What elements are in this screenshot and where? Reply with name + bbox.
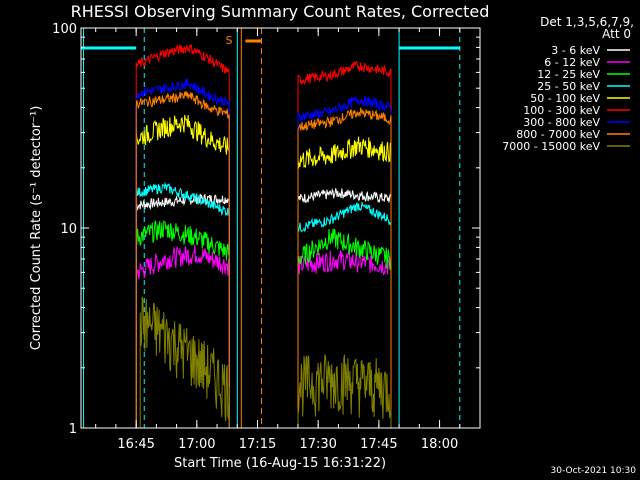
y-tick-label: 100 bbox=[52, 22, 77, 37]
y-axis-label: Corrected Count Rate (s⁻¹ detector⁻¹) bbox=[29, 106, 44, 351]
legend-item-label: 50 - 100 keV bbox=[530, 92, 600, 105]
series-line-7000to15000keV bbox=[297, 354, 392, 428]
series-line-3to6keV bbox=[297, 188, 392, 428]
legend-subtitle: Att 0 bbox=[602, 27, 631, 41]
annotations bbox=[81, 28, 461, 428]
series-line-50to100keV bbox=[135, 114, 230, 428]
series-line-300to800keV bbox=[297, 94, 392, 428]
axis-ticks: 16:45 17:00 17:15 17:30 17:45 18:00 1 10 100 bbox=[52, 22, 481, 452]
series-line-300to800keV bbox=[135, 78, 230, 428]
series-line-800to7000keV bbox=[135, 90, 230, 428]
series-line-50to100keV bbox=[297, 136, 392, 428]
series-line-25to50keV bbox=[297, 201, 392, 428]
series-line-100to300keV bbox=[135, 43, 230, 428]
series-line-12to25keV bbox=[297, 228, 392, 428]
series-line-12to25keV bbox=[135, 220, 230, 428]
series-line-25to50keV bbox=[135, 181, 230, 428]
legend-item-label: 7000 - 15000 keV bbox=[502, 140, 600, 153]
series-line-6to12keV bbox=[297, 249, 392, 428]
legend-item-label: 300 - 800 keV bbox=[523, 116, 600, 129]
chart-title: RHESSI Observing Summary Count Rates, Co… bbox=[71, 2, 490, 21]
plot-frame bbox=[80, 27, 481, 429]
series-group bbox=[135, 43, 392, 428]
legend-item-label: 6 - 12 keV bbox=[544, 56, 600, 69]
series-line-7000to15000keV bbox=[139, 296, 230, 428]
flag-label: S bbox=[226, 34, 233, 47]
x-tick-label: 17:45 bbox=[360, 437, 397, 452]
series-line-100to300keV bbox=[297, 60, 392, 428]
legend-title: Det 1,3,5,6,7,9, bbox=[540, 15, 634, 29]
x-tick-label: 18:00 bbox=[421, 437, 458, 452]
x-tick-label: 17:30 bbox=[299, 437, 336, 452]
legend-item-label: 100 - 300 keV bbox=[523, 104, 600, 117]
legend-item-label: 3 - 6 keV bbox=[551, 44, 600, 57]
series-line-3to6keV bbox=[135, 193, 230, 428]
x-axis-label: Start Time (16-Aug-15 16:31:22) bbox=[174, 456, 386, 471]
y-tick-label: 10 bbox=[60, 222, 77, 237]
legend-item-label: 800 - 7000 keV bbox=[516, 128, 600, 141]
y-tick-label: 1 bbox=[69, 422, 77, 437]
legend-item-label: 12 - 25 keV bbox=[537, 68, 600, 81]
x-tick-label: 17:00 bbox=[178, 437, 215, 452]
x-tick-label: 16:45 bbox=[117, 437, 154, 452]
series-line-6to12keV bbox=[135, 244, 230, 428]
legend-item-label: 25 - 50 keV bbox=[537, 80, 600, 93]
series-line-800to7000keV bbox=[297, 107, 392, 428]
x-tick-label: 17:15 bbox=[239, 437, 276, 452]
timestamp: 30-Oct-2021 10:30 bbox=[551, 466, 637, 476]
